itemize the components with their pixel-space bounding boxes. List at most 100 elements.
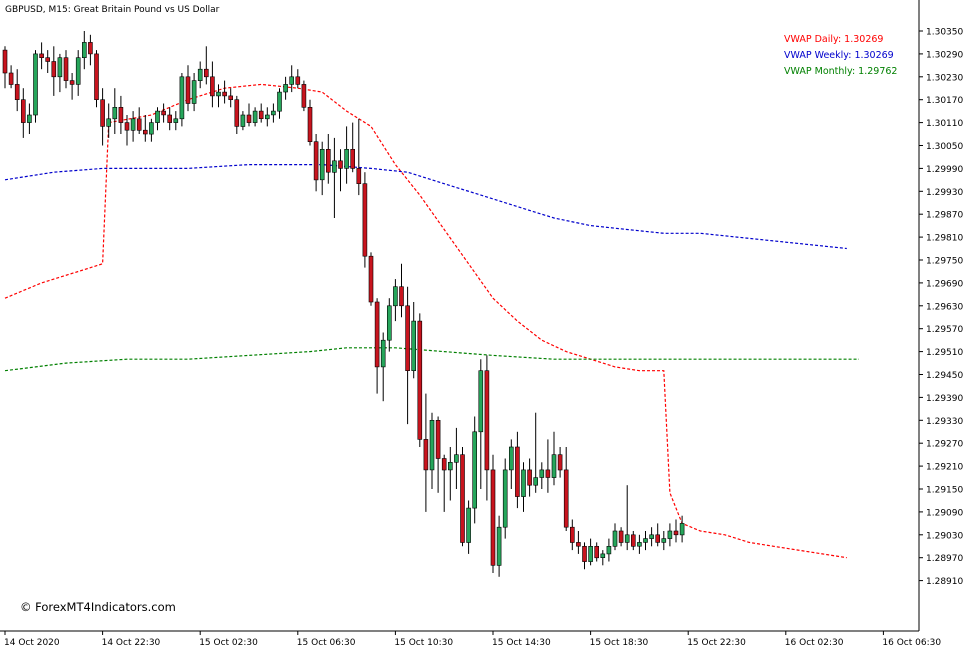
candle — [496, 515, 502, 577]
candle-body-down — [14, 84, 20, 101]
candle-body-up — [283, 84, 288, 93]
candle-body-down — [307, 107, 313, 143]
candle-body-up — [252, 110, 258, 123]
candle — [679, 515, 685, 543]
candle — [423, 393, 429, 512]
candle-body-up — [508, 446, 514, 471]
candle — [63, 50, 69, 89]
candle — [417, 313, 423, 447]
candle — [618, 527, 624, 547]
candle-body-up — [624, 534, 630, 543]
legend-vwap-daily: VWAP Daily: 1.30269 — [784, 34, 883, 45]
candle-body-down — [8, 72, 14, 85]
candle-body-down — [301, 84, 307, 108]
candle-body-up — [130, 118, 136, 131]
legend-vwap-weekly: VWAP Weekly: 1.30269 — [784, 50, 894, 61]
candle-body-up — [179, 76, 185, 120]
candle-body-up — [606, 545, 612, 555]
time-tick-label: 15 Oct 22:30 — [687, 638, 746, 648]
candle-body-up — [521, 469, 526, 497]
candle-body-up — [344, 149, 349, 169]
candle-body-up — [82, 42, 87, 59]
candle-body-up — [240, 114, 246, 127]
candle — [362, 172, 368, 268]
price-tick-label: 1.29270 — [926, 440, 963, 450]
candle — [295, 69, 301, 89]
legend-vwap-monthly: VWAP Monthly: 1.29762 — [784, 66, 897, 77]
candle-body-up — [429, 419, 435, 471]
price-tick-label: 1.30110 — [926, 119, 963, 129]
candle — [82, 31, 87, 70]
candle-body-down — [356, 168, 362, 184]
candle — [204, 46, 209, 85]
candle-body-up — [393, 286, 398, 307]
candle-body-down — [527, 469, 532, 486]
candle — [39, 42, 44, 70]
price-tick-label: 1.29330 — [926, 417, 963, 427]
candle-body-up — [643, 538, 648, 543]
candle — [527, 458, 532, 497]
candle — [264, 107, 270, 127]
candle — [582, 542, 587, 570]
candle — [258, 103, 264, 123]
candle — [118, 95, 124, 134]
candle-body-up — [380, 339, 386, 368]
price-tick-label: 1.30350 — [926, 28, 963, 38]
candle — [228, 88, 233, 108]
candle-body-up — [612, 530, 618, 547]
candle — [216, 84, 221, 108]
candle — [27, 103, 32, 134]
candle-body-down — [124, 122, 130, 131]
candle — [649, 527, 654, 547]
time-tick-label: 15 Oct 02:30 — [199, 638, 258, 648]
price-tick-label: 1.29690 — [926, 279, 963, 289]
candle — [478, 359, 484, 489]
price-tick-label: 1.29990 — [926, 165, 963, 175]
candle — [8, 65, 14, 89]
candle-body-up — [454, 454, 459, 463]
candle-body-up — [149, 122, 154, 135]
candle — [136, 107, 142, 134]
candle — [301, 80, 307, 112]
candle — [14, 69, 20, 112]
candle — [630, 531, 636, 551]
candle-body-down — [2, 49, 8, 74]
candle-body-down — [563, 469, 569, 528]
candle — [222, 80, 227, 104]
candle — [368, 252, 374, 306]
candle-body-down — [630, 534, 636, 547]
candle — [161, 103, 166, 123]
candle-body-up — [112, 107, 118, 120]
candle — [252, 107, 258, 127]
candle-body-up — [75, 57, 81, 85]
candle-body-down — [374, 301, 380, 368]
candle-body-up — [478, 370, 484, 433]
candle — [75, 50, 81, 96]
candle — [551, 431, 557, 486]
candle — [185, 65, 191, 112]
price-tick-label: 1.30230 — [926, 73, 963, 83]
candle — [466, 500, 471, 554]
candle — [484, 355, 490, 501]
price-tick-label: 1.29630 — [926, 302, 963, 312]
candle-body-down — [515, 446, 520, 497]
price-tick-label: 1.29810 — [926, 234, 963, 244]
time-tick-label: 14 Oct 2020 — [4, 638, 60, 648]
candle-body-up — [264, 114, 270, 120]
candle — [557, 447, 563, 478]
candle-body-down — [246, 114, 252, 123]
candle-body-down — [435, 419, 441, 459]
candle — [545, 439, 551, 493]
candle — [405, 286, 410, 425]
candle — [539, 462, 545, 489]
candle — [271, 103, 276, 123]
candle-body-down — [405, 305, 410, 371]
price-tick-label: 1.29390 — [926, 394, 963, 404]
candle-body-down — [460, 454, 465, 543]
candle — [380, 332, 386, 402]
candle-body-down — [258, 110, 264, 119]
time-tick-label: 15 Oct 14:30 — [492, 638, 551, 648]
candle-body-up — [539, 469, 545, 478]
